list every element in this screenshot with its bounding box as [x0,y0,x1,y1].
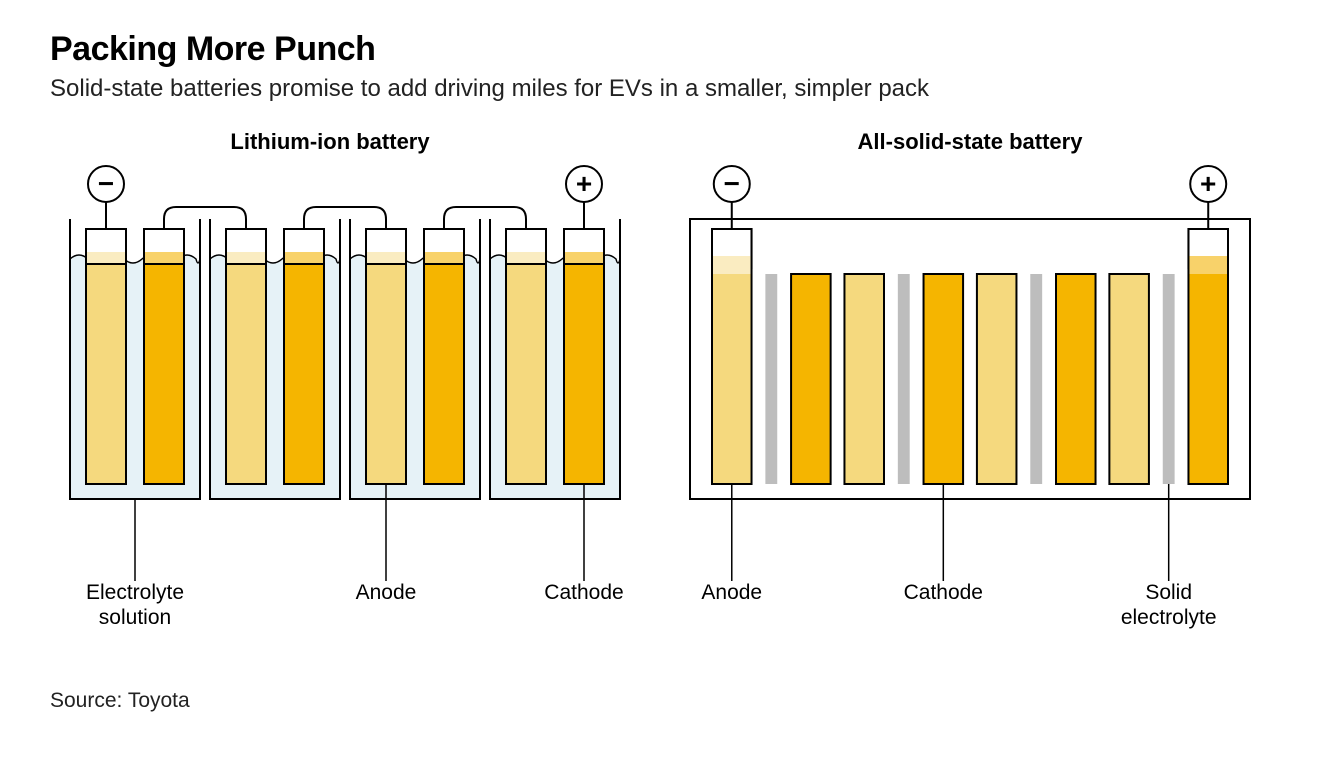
subtitle: Solid-state batteries promise to add dri… [50,75,1286,103]
label-cathode-right: Cathode [904,581,983,604]
title: Packing More Punch [50,30,1286,69]
source-text: Source: Toyota [50,689,1286,713]
cathode-electrode [144,264,184,484]
label-anode-right: Anode [701,581,762,604]
solid-electrolyte-bar [1030,274,1042,484]
heading-solid-state: All-solid-state battery [858,129,1084,154]
anode-electrode [506,264,546,484]
solid-electrolyte-bar [1163,274,1175,484]
anode-electrode [1109,274,1149,484]
anode-electrode [366,264,406,484]
svg-text:+: + [1200,168,1216,199]
svg-text:−: − [98,168,114,199]
cathode-electrode [564,264,604,484]
anode-electrode [844,274,884,484]
series-jumper [304,207,386,229]
svg-text:+: + [576,168,592,199]
cathode-electrode [1056,274,1096,484]
anode-electrode [86,264,126,484]
cathode-electrode [284,264,324,484]
label-anode-left: Anode [356,581,417,604]
anode-electrode [226,264,266,484]
solid-electrolyte-bar [765,274,777,484]
label-electrolyte: Electrolytesolution [86,581,184,629]
solid-electrolyte-bar [898,274,910,484]
label-solid-electrolyte: Solidelectrolyte [1121,581,1217,629]
cathode-electrode [791,274,831,484]
diagram-figure: Lithium-ion battery − + Electrolytesolution… [50,129,1290,669]
svg-text:−: − [724,168,740,199]
label-cathode-left: Cathode [544,581,623,604]
anode-electrode [977,274,1017,484]
cathode-electrode [924,274,964,484]
series-jumper [444,207,526,229]
heading-lithium-ion: Lithium-ion battery [230,129,430,154]
cathode-electrode [424,264,464,484]
series-jumper [164,207,246,229]
